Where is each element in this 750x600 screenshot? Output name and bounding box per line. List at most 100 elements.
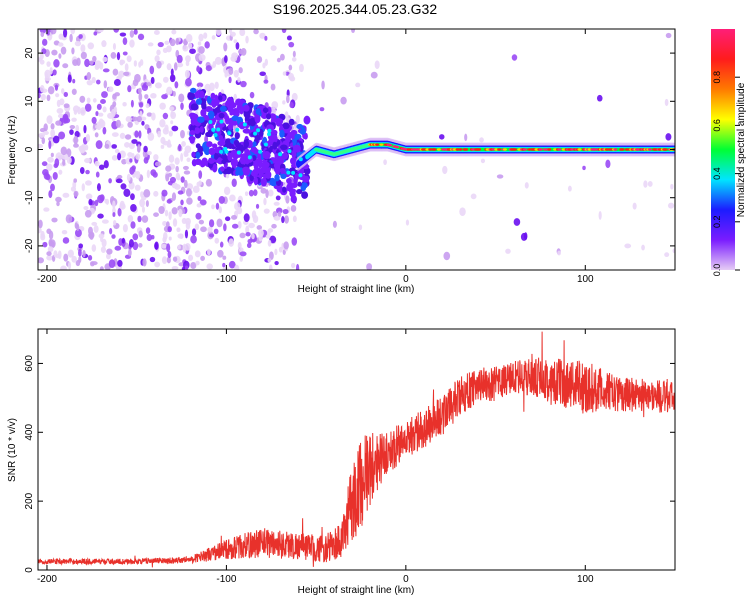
- spectrogram-cell: [282, 152, 289, 160]
- spectrogram-cell: [129, 158, 133, 163]
- spectrogram-cell: [132, 116, 138, 122]
- spectrogram-cell: [259, 71, 266, 76]
- spectrogram-cell: [217, 140, 226, 147]
- spectrogram-cell: [237, 76, 241, 83]
- colorbar: 0.0 0.2 0.4 0.6 0.8 Normalized spectral ampl…: [711, 29, 747, 276]
- colorbar-tick-label: 0.8: [712, 71, 722, 84]
- spectrogram-cell: [228, 238, 234, 247]
- spectrogram-cell: [78, 34, 83, 39]
- spectrogram-cell: [172, 256, 178, 262]
- spectrogram-cell: [103, 80, 108, 89]
- spectrogram-cell: [265, 234, 271, 239]
- spectrogram-cell: [567, 185, 572, 192]
- spectrogram-cell: [191, 151, 196, 158]
- spectrogram-cell: [186, 157, 191, 163]
- spectrogram-cell: [182, 45, 189, 52]
- spectrogram-cell: [206, 95, 212, 104]
- spectrogram-cell: [102, 126, 107, 135]
- spectrogram-cell: [112, 68, 119, 76]
- spectrogram-cell: [161, 94, 168, 100]
- spectrogram-x-label: Height of straight line (km): [298, 284, 415, 295]
- spectrogram-cell: [108, 178, 112, 184]
- spectrogram-cell: [174, 157, 180, 165]
- spectrogram-cell: [251, 233, 255, 240]
- spectrogram-cell: [124, 142, 130, 148]
- spectrogram-cell: [135, 153, 141, 160]
- spectrogram-cell: [459, 207, 466, 216]
- spectrogram-cell: [171, 265, 179, 270]
- spectrogram-cell: [207, 110, 215, 120]
- spectrogram-cell: [191, 228, 197, 236]
- spectrogram-cell: [513, 218, 521, 226]
- spectrogram-cell: [184, 152, 189, 157]
- spectrogram-cell: [185, 55, 191, 63]
- spectrogram-cell: [479, 137, 484, 143]
- spectrogram-cell: [223, 223, 227, 232]
- spectrogram-cell: [180, 129, 185, 139]
- spectrogram-cell: [75, 259, 81, 267]
- spectrogram-cell: [286, 170, 291, 175]
- spectrogram-cell: [218, 134, 224, 141]
- spectrogram-cell: [149, 256, 156, 263]
- spectrogram-cell: [257, 153, 262, 162]
- spectrogram-cell: [194, 223, 200, 231]
- colorbar-tick-label: 0.6: [712, 119, 722, 132]
- spectrogram-cell: [132, 241, 139, 251]
- spectrogram-cell: [112, 212, 116, 217]
- spectrogram-cell: [143, 189, 151, 198]
- spectrogram-cell: [99, 266, 104, 270]
- spectrogram-cell: [213, 132, 218, 137]
- spectrogram-cell: [271, 223, 277, 229]
- spectrogram-cell: [206, 248, 211, 256]
- spectrogram-cell: [185, 60, 190, 67]
- spectrogram-cell: [577, 148, 582, 151]
- spectrogram-cell: [242, 166, 250, 173]
- spectrogram-cell: [120, 183, 127, 190]
- spectrogram-cell: [198, 219, 205, 225]
- spectrogram-cell: [641, 244, 645, 251]
- spectrogram-cell: [79, 145, 86, 154]
- spectrogram-cell: [199, 126, 204, 133]
- spectrogram-cell: [225, 173, 230, 179]
- spectrogram-cell: [65, 214, 73, 224]
- x-tick-label: -200: [37, 574, 57, 585]
- spectrogram-cell: [245, 232, 251, 237]
- spectrogram-cell: [62, 237, 70, 244]
- spectrogram-cell: [291, 237, 298, 246]
- spectrogram-cell: [358, 224, 363, 231]
- spectrogram-cell: [300, 182, 308, 189]
- spectrogram-cell: [143, 145, 148, 153]
- spectrogram-cell: [271, 113, 277, 123]
- spectrogram-cell: [281, 29, 287, 34]
- spectrogram-cell: [67, 249, 74, 258]
- spectrogram-cell: [279, 168, 286, 174]
- spectrogram-cell: [41, 161, 48, 167]
- spectrogram-cell: [267, 106, 272, 115]
- spectrogram-cell: [141, 83, 148, 92]
- spectrogram-cell: [143, 157, 149, 164]
- spectrogram-cell: [111, 234, 116, 239]
- spectrogram-cell: [543, 148, 548, 151]
- spectrogram-cell: [229, 194, 236, 202]
- spectrogram-cell: [72, 105, 80, 113]
- spectrogram-cell: [224, 216, 231, 222]
- spectrogram-cell: [168, 236, 172, 241]
- spectrogram-cell: [208, 233, 215, 238]
- spectrogram-cell: [57, 113, 64, 119]
- spectrogram-cell: [471, 148, 476, 151]
- spectrogram-cell: [247, 119, 256, 126]
- spectrogram-cell: [395, 145, 400, 149]
- x-tick-label: 100: [577, 274, 594, 285]
- spectrogram-cell: [50, 29, 57, 35]
- spectrogram-cell: [44, 76, 51, 82]
- spectrogram-cell: [146, 82, 152, 87]
- figure-title: S196.2025.344.05.23.G32: [273, 1, 437, 17]
- spectrogram-cell: [480, 158, 486, 164]
- spectrogram-cell: [240, 47, 247, 56]
- spectrogram-cell: [231, 223, 239, 229]
- spectrogram-cell: [129, 39, 135, 48]
- spectrogram-cell: [208, 147, 216, 156]
- spectrogram-cell: [150, 76, 155, 85]
- spectrogram-cell: [85, 169, 90, 175]
